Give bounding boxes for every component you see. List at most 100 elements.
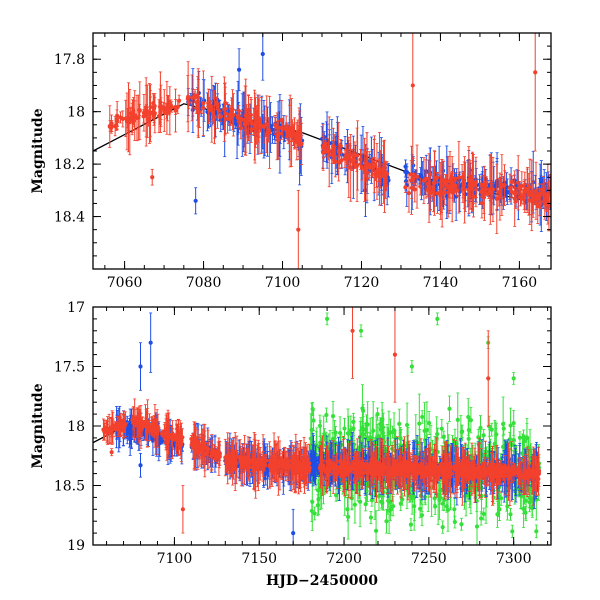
- green-data-point: [508, 507, 513, 521]
- red-data-point: [272, 115, 278, 135]
- red-data-point: [450, 187, 456, 199]
- green-data-point: [459, 424, 464, 440]
- red-data-point: [432, 150, 437, 216]
- red-data-point: [237, 113, 243, 131]
- red-data-point: [481, 180, 487, 215]
- red-data-point: [406, 173, 412, 213]
- green-data-point: [459, 517, 464, 531]
- red-data-point: [354, 160, 359, 172]
- red-data-point: [295, 131, 300, 145]
- red-data-point: [489, 180, 494, 204]
- red-data-point: [289, 129, 294, 142]
- red-data-point: [409, 176, 414, 200]
- y-tick-label: 18.5: [54, 479, 85, 495]
- red-data-point: [150, 168, 155, 186]
- red-data-point: [223, 93, 228, 134]
- red-data-point: [474, 180, 479, 199]
- x-tick-label: 7100: [157, 551, 193, 567]
- green-data-point: [441, 430, 446, 444]
- red-data-point: [410, 33, 415, 165]
- red-series: [107, 33, 551, 269]
- red-data-point: [350, 307, 355, 379]
- green-data-point: [511, 409, 516, 437]
- green-data-point: [368, 511, 374, 524]
- green-data-point: [447, 395, 452, 422]
- red-data-point: [522, 171, 527, 213]
- red-data-point: [352, 151, 357, 169]
- red-data-point: [136, 94, 141, 141]
- y-tick-label: 18: [67, 419, 85, 435]
- red-data-point: [372, 135, 377, 194]
- red-data-point: [529, 159, 534, 232]
- x-tick-label: 7120: [344, 275, 380, 291]
- green-data-point: [324, 407, 329, 423]
- green-data-point: [510, 524, 515, 538]
- red-data-point: [173, 88, 178, 133]
- y-tick-label: 17: [67, 300, 85, 316]
- red-data-point: [344, 148, 349, 164]
- red-data-point: [264, 95, 269, 154]
- red-data-point: [228, 105, 233, 125]
- red-data-point: [296, 189, 301, 269]
- red-data-point: [279, 121, 285, 135]
- red-data-point: [468, 174, 473, 187]
- red-data-point: [323, 137, 328, 149]
- y-axis-label: Magnitude: [30, 383, 46, 468]
- red-data-point: [414, 144, 420, 209]
- green-data-point: [409, 360, 415, 373]
- green-data-point: [324, 312, 330, 326]
- red-data-point: [214, 96, 219, 111]
- red-data-point: [456, 141, 461, 214]
- red-data-point: [365, 155, 370, 179]
- red-data-point: [509, 185, 515, 198]
- x-tick-label: 7300: [496, 551, 532, 567]
- green-data-point: [489, 422, 494, 437]
- green-data-point: [466, 428, 471, 450]
- red-data-point: [411, 157, 416, 192]
- blue-data-point: [138, 342, 143, 391]
- red-data-point: [358, 148, 363, 170]
- red-data-point: [230, 89, 235, 131]
- green-data-point: [435, 312, 440, 326]
- red-data-point: [541, 176, 546, 206]
- red-data-point: [235, 108, 241, 128]
- red-data-point: [144, 77, 149, 138]
- red-data-point: [538, 195, 543, 209]
- red-data-point: [275, 130, 280, 142]
- y-tick-label: 18.2: [54, 157, 85, 173]
- green-data-point: [330, 401, 336, 432]
- red-data-point: [471, 178, 476, 191]
- red-data-point: [517, 181, 522, 195]
- red-data-point: [156, 99, 162, 134]
- green-data-point: [511, 372, 516, 385]
- red-data-point: [512, 170, 517, 227]
- red-data-point: [363, 164, 368, 179]
- red-data-point: [460, 172, 465, 203]
- red-data-point: [403, 181, 408, 194]
- y-tick-label: 18.4: [54, 210, 85, 226]
- bottom-panel: 7100 7150 7200 7250 7300 17 17.5 18 18.5 19 Magnit…: [30, 300, 552, 589]
- x-axis-label: HJD−2450000: [266, 573, 378, 589]
- x-tick-label: 7200: [326, 551, 362, 567]
- red-data-point: [473, 156, 479, 208]
- green-data-point: [408, 518, 414, 532]
- red-data-point: [208, 100, 213, 113]
- blue-data-point: [202, 79, 207, 122]
- red-data-point: [162, 89, 167, 132]
- blue-data-point: [138, 452, 143, 478]
- green-data-point: [358, 324, 364, 338]
- green-data-point: [346, 494, 351, 540]
- green-data-point: [481, 507, 486, 521]
- red-data-point: [212, 90, 217, 145]
- blue-data-point: [193, 187, 198, 215]
- x-tick-label: 7100: [265, 275, 301, 291]
- x-tick-label: 7160: [502, 275, 538, 291]
- green-data-point: [474, 500, 480, 545]
- red-data-point: [200, 101, 206, 114]
- x-tick-label: 7250: [411, 551, 447, 567]
- blue-data-point: [148, 312, 153, 373]
- red-data-point: [486, 330, 491, 427]
- red-data-point: [115, 115, 120, 128]
- red-data-point: [428, 160, 433, 189]
